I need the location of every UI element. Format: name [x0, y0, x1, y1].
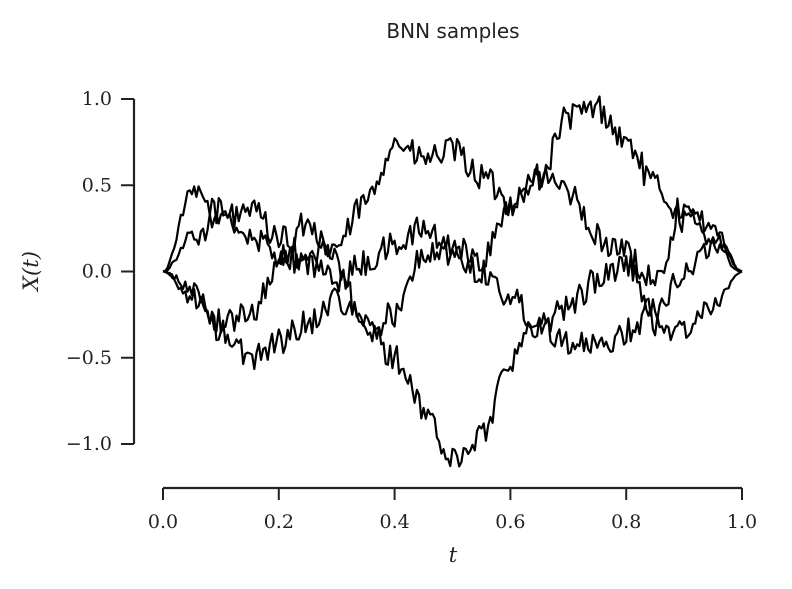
x-tick-label: 1.0 [727, 511, 757, 533]
x-tick-label: 0.2 [264, 511, 294, 533]
y-tick-label: −0.5 [66, 347, 112, 369]
x-axis: 0.0 0.2 0.4 0.6 0.8 1.0 [148, 486, 757, 533]
chart-title: BNN samples [386, 19, 519, 43]
sample-line-1 [162, 95, 743, 276]
sample-line-4 [162, 163, 743, 343]
sample-line-3 [162, 254, 743, 468]
y-axis: −1.0 −0.5 0.0 0.5 1.0 [66, 88, 136, 455]
y-tick-label: 0.0 [82, 261, 112, 283]
x-tick-label: 0.4 [379, 511, 409, 533]
y-tick-label: 0.5 [82, 174, 112, 196]
x-tick-label: 0.8 [611, 511, 641, 533]
x-axis-label: t [449, 543, 458, 567]
y-axis-label: X(t) [19, 251, 43, 293]
y-tick-label: −1.0 [66, 433, 112, 455]
x-tick-label: 0.0 [148, 511, 178, 533]
y-tick-label: 1.0 [82, 88, 112, 110]
plot-area [162, 95, 743, 468]
x-tick-label: 0.6 [495, 511, 525, 533]
